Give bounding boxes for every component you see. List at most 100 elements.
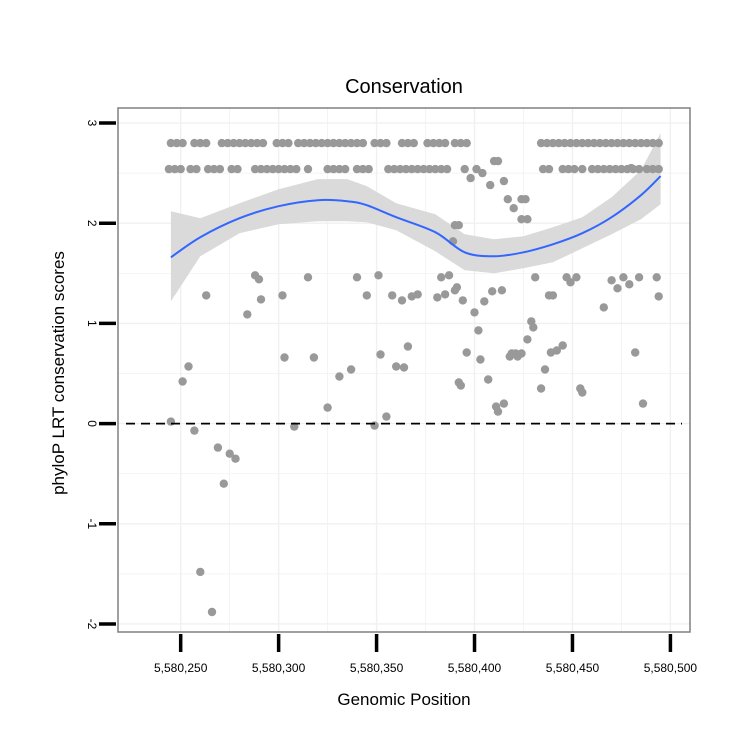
data-point — [493, 407, 503, 416]
data-point — [484, 375, 493, 384]
data-point — [480, 297, 489, 306]
data-point — [329, 164, 338, 174]
data-point — [166, 417, 176, 426]
data-point — [654, 292, 663, 301]
data-point — [247, 138, 256, 148]
data-point — [625, 138, 634, 148]
data-point — [164, 164, 174, 174]
data-point — [648, 138, 657, 148]
data-point — [472, 164, 481, 174]
data-point — [364, 164, 373, 174]
x-tick-label: 5,580,400 — [448, 661, 502, 675]
data-point — [170, 164, 179, 174]
data-point — [523, 215, 532, 224]
data-point — [583, 138, 593, 148]
data-point — [250, 164, 260, 174]
data-point — [499, 176, 509, 186]
data-point — [440, 138, 450, 148]
data-point — [256, 295, 266, 304]
y-axis-ticks: -2 -1 0 1 2 3 — [85, 120, 116, 630]
data-point — [392, 362, 401, 371]
data-point — [294, 138, 303, 148]
data-point — [433, 293, 442, 302]
data-point — [395, 164, 405, 174]
x-tick-label: 5,580,350 — [350, 661, 404, 675]
data-point — [299, 138, 309, 148]
data-point — [474, 326, 483, 335]
data-point — [172, 138, 181, 148]
data-point — [370, 421, 379, 430]
data-point — [560, 138, 569, 148]
data-point — [272, 138, 281, 148]
data-point — [284, 138, 293, 148]
data-point — [215, 164, 225, 174]
data-point — [652, 273, 661, 282]
data-point — [397, 296, 407, 305]
data-point — [625, 280, 634, 289]
x-tick-label: 5,580,500 — [644, 661, 698, 675]
y-tick-label: 0 — [85, 420, 99, 427]
data-point — [599, 164, 608, 174]
data-point — [531, 273, 540, 282]
data-point — [466, 173, 475, 183]
data-point — [225, 449, 234, 458]
data-point — [370, 138, 379, 148]
data-point — [382, 412, 391, 421]
data-point — [178, 377, 187, 386]
data-point — [376, 350, 385, 359]
data-point — [548, 291, 558, 300]
data-point — [460, 164, 469, 174]
data-point — [605, 164, 614, 174]
data-point — [190, 138, 199, 148]
data-point — [358, 164, 368, 174]
data-point — [566, 138, 575, 148]
data-point — [252, 138, 262, 148]
data-point — [552, 346, 561, 355]
x-axis-label: Genomic Position — [337, 690, 470, 709]
data-point — [613, 284, 622, 293]
data-point — [440, 290, 450, 299]
y-tick-label: 2 — [85, 220, 99, 227]
data-point — [619, 138, 628, 148]
data-point — [442, 164, 452, 174]
data-point — [601, 138, 610, 148]
data-point — [488, 287, 497, 296]
data-point — [292, 164, 301, 174]
data-point — [280, 353, 289, 362]
data-point — [176, 164, 185, 174]
data-point — [636, 138, 646, 148]
data-point — [435, 138, 444, 148]
data-point — [335, 372, 344, 381]
data-point — [352, 138, 362, 148]
data-point — [648, 164, 657, 174]
data-point — [558, 341, 567, 350]
data-point — [280, 164, 289, 174]
data-point — [548, 138, 558, 148]
data-point — [631, 348, 640, 357]
data-point — [558, 164, 567, 174]
data-point — [536, 384, 546, 393]
y-axis-label: phyloP LRT conservation scores — [49, 251, 68, 495]
data-point — [478, 168, 487, 178]
data-point — [572, 273, 581, 282]
data-point — [254, 275, 264, 284]
data-point — [452, 283, 462, 292]
data-point — [207, 607, 217, 617]
data-point — [509, 204, 518, 213]
data-point — [529, 323, 538, 332]
x-tick-label: 5,580,300 — [252, 661, 306, 675]
data-point — [564, 164, 573, 174]
data-point — [388, 291, 397, 300]
data-point — [335, 164, 344, 174]
data-point — [209, 164, 219, 174]
data-point — [462, 348, 471, 357]
data-point — [184, 362, 193, 371]
data-point — [499, 399, 509, 408]
x-axis-ticks: 5,580,250 5,580,300 5,580,350 5,580,400 5,58… — [154, 634, 697, 675]
data-point — [323, 138, 332, 148]
data-point — [403, 138, 413, 148]
data-point — [462, 138, 471, 148]
data-point — [593, 164, 603, 174]
data-point — [423, 138, 432, 148]
data-point — [256, 164, 266, 174]
